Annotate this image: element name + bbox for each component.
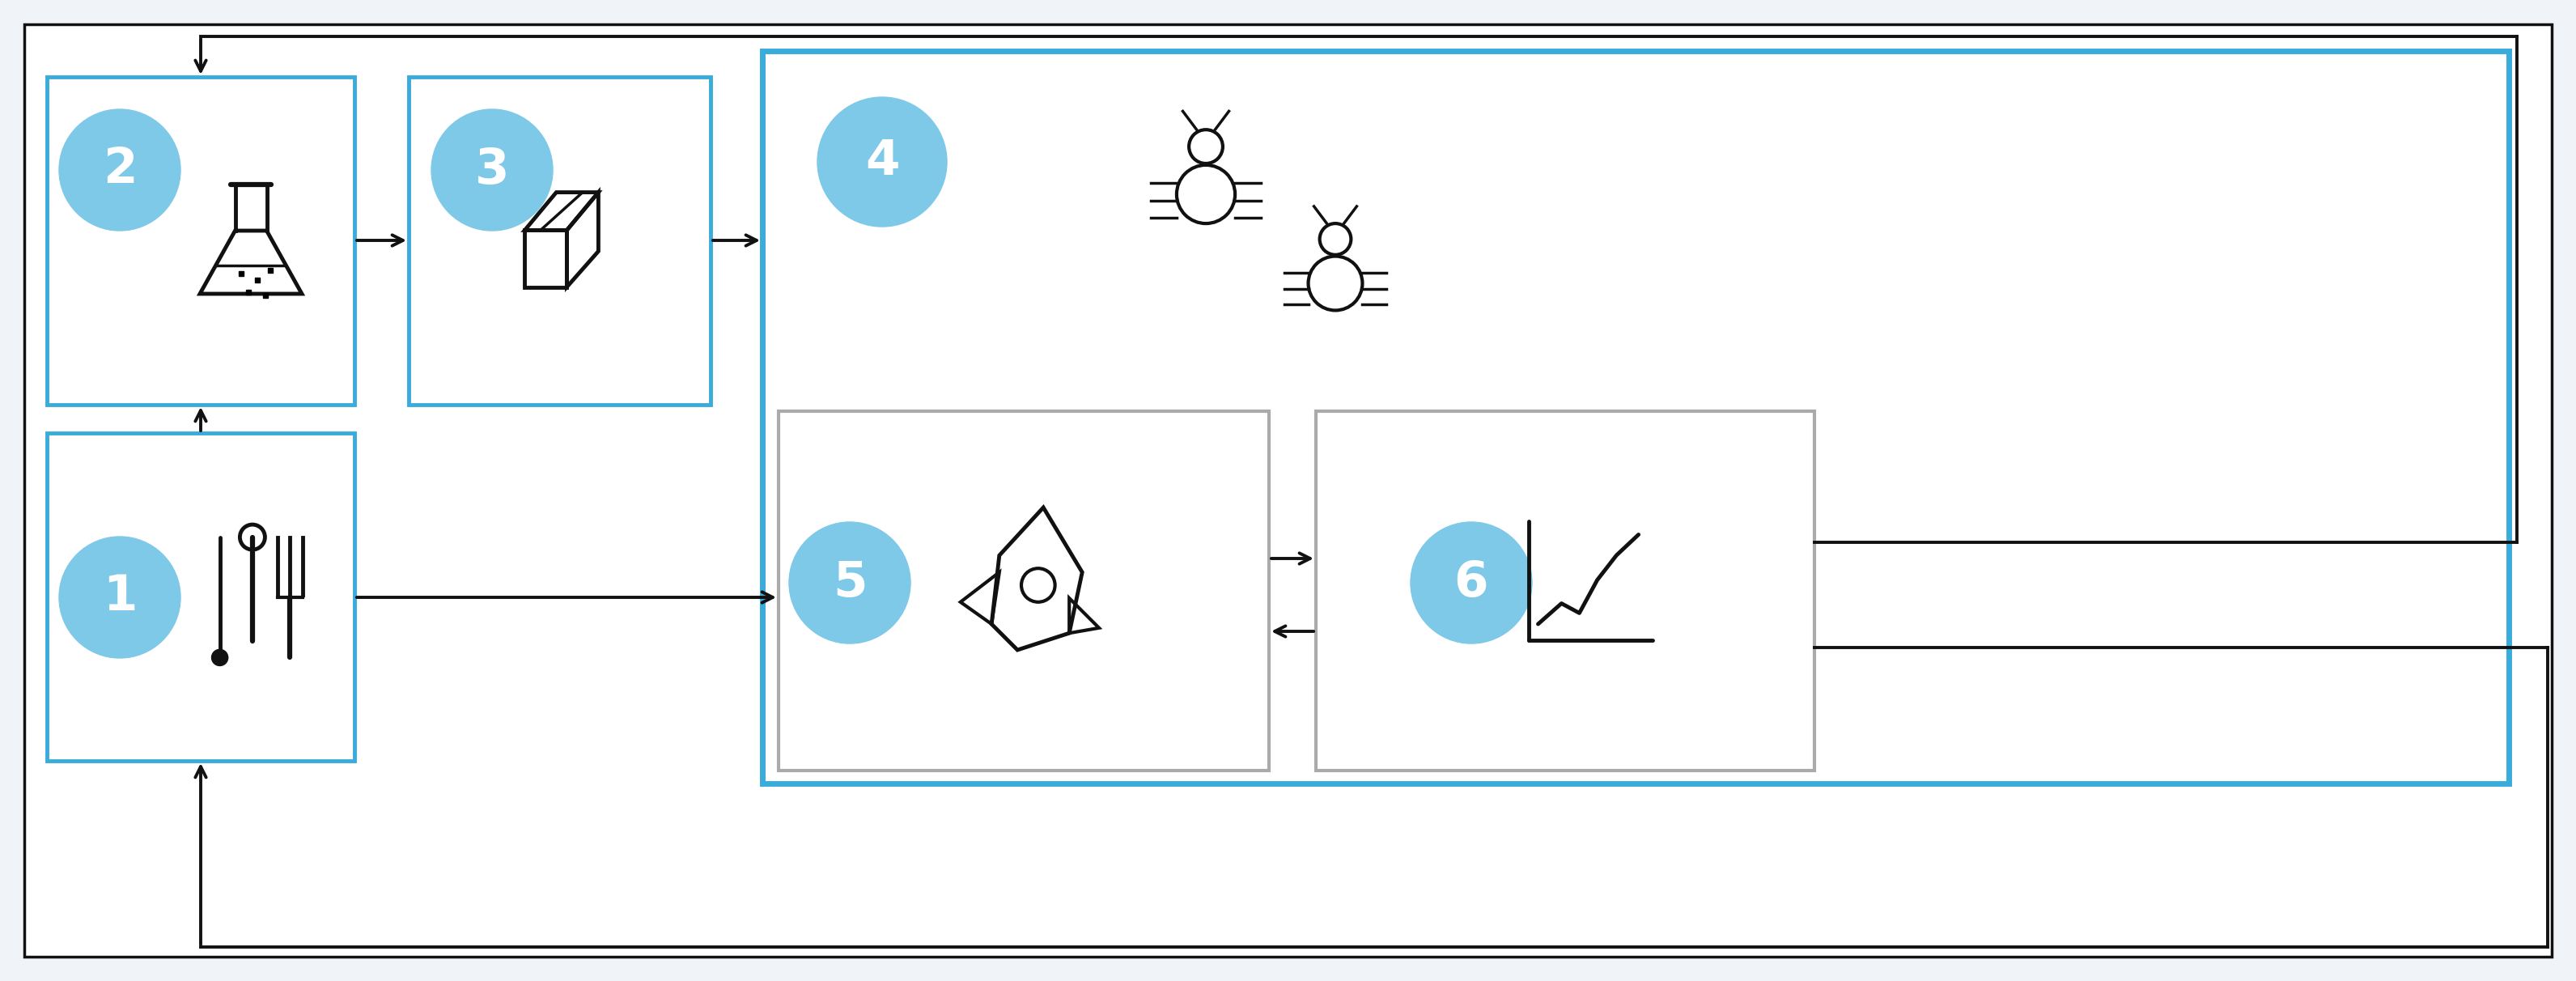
- Circle shape: [788, 522, 909, 644]
- Text: 5: 5: [832, 559, 868, 606]
- Bar: [1316, 411, 1814, 770]
- Bar: [46, 77, 355, 405]
- Circle shape: [59, 109, 180, 231]
- Circle shape: [430, 109, 554, 231]
- Text: 3: 3: [474, 146, 510, 194]
- Circle shape: [59, 537, 180, 658]
- Text: 2: 2: [103, 146, 137, 194]
- Text: 6: 6: [1453, 559, 1489, 606]
- Circle shape: [1412, 522, 1533, 644]
- Bar: [46, 433, 355, 761]
- Text: 4: 4: [866, 138, 899, 185]
- Text: 1: 1: [103, 574, 137, 621]
- Bar: [410, 77, 711, 405]
- Bar: [762, 51, 2509, 784]
- Bar: [778, 411, 1270, 770]
- Circle shape: [817, 97, 948, 227]
- Circle shape: [211, 649, 227, 666]
